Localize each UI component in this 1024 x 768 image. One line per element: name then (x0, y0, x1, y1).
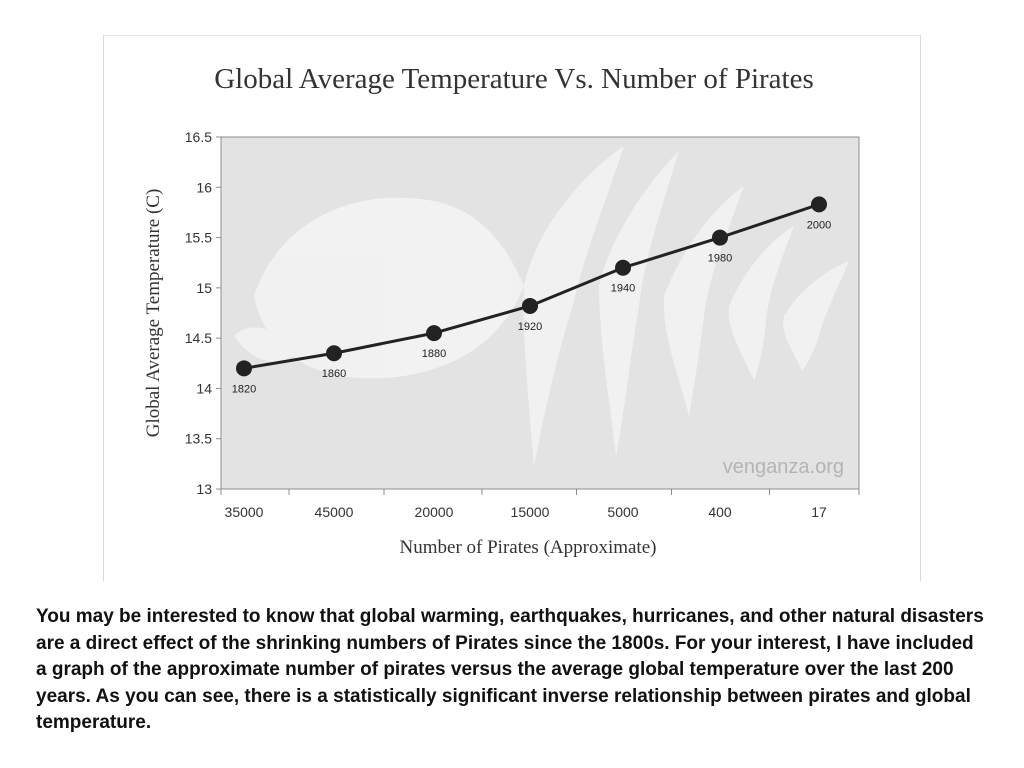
y-axis-ticks: 13 13.5 14 14.5 15 15.5 16 16.5 (185, 129, 221, 497)
data-point-label: 1940 (611, 283, 635, 295)
data-point-label: 1820 (232, 383, 256, 395)
x-tick-label: 35000 (225, 504, 264, 520)
data-point-label: 1880 (422, 348, 446, 360)
y-tick-label: 13 (196, 481, 212, 497)
x-tick-label: 15000 (511, 504, 550, 520)
x-axis-label: Number of Pirates (Approximate) (400, 537, 657, 558)
y-tick-label: 15.5 (185, 230, 212, 246)
plot-area: venganza.org 13 13.5 14 14.5 15 15.5 16 16.5 35… (185, 129, 860, 520)
y-tick-label: 14 (196, 380, 212, 396)
data-point-label: 1860 (322, 368, 346, 380)
y-tick-label: 13.5 (185, 431, 212, 447)
x-tick-label: 5000 (607, 504, 638, 520)
y-tick-label: 16 (196, 179, 212, 195)
x-tick-label: 17 (811, 504, 827, 520)
x-axis-ticks: 35000 45000 20000 15000 5000 400 17 (220, 489, 860, 520)
y-axis-label: Global Average Temperature (C) (143, 189, 164, 438)
caption-text: You may be interested to know that globa… (36, 606, 984, 733)
watermark-text: venganza.org (723, 456, 844, 478)
data-point-label: 1980 (708, 253, 732, 265)
data-point (426, 325, 442, 342)
chart-figure: Global Average Temperature Vs. Number of… (103, 35, 921, 581)
x-tick-label: 45000 (315, 504, 354, 520)
fish-skeleton-watermark (234, 146, 849, 466)
data-point (236, 360, 252, 377)
data-point-label: 2000 (807, 219, 831, 231)
series-points-group: 1820 1860 1880 1920 1940 1980 2000 (232, 196, 831, 395)
data-point (615, 259, 631, 276)
x-tick-label: 20000 (415, 504, 454, 520)
chart-svg: Global Average Temperature Vs. Number of… (143, 63, 860, 558)
chart-title: Global Average Temperature Vs. Number of… (214, 63, 814, 95)
data-point (326, 345, 342, 362)
data-point (522, 297, 538, 314)
data-point-label: 1920 (518, 321, 542, 333)
x-tick-label: 400 (708, 504, 732, 520)
data-point (712, 229, 728, 246)
y-tick-label: 15 (196, 280, 212, 296)
y-tick-label: 14.5 (185, 330, 212, 346)
y-tick-label: 16.5 (185, 129, 212, 145)
data-point (811, 196, 827, 213)
